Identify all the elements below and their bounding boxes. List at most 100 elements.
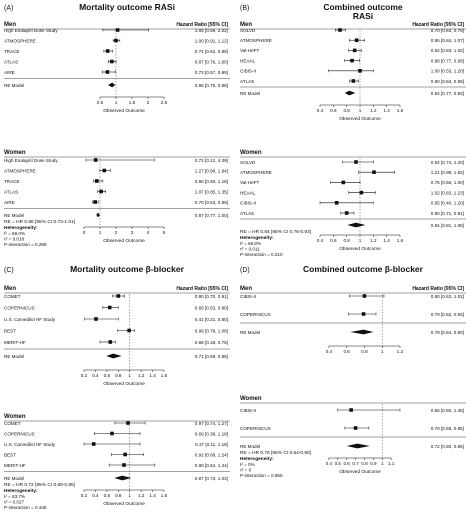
x-tick-label: 1 (381, 349, 384, 354)
hr-ci-label: 1.07 [0.85, 1.35] (195, 189, 228, 194)
study-label: COPERNICUS (240, 312, 271, 317)
hr-ci-label: 0.70 [0.53, 0.89] (195, 200, 228, 205)
study-label: MERIT-HF (4, 340, 26, 345)
hr-point (338, 28, 342, 32)
hr-point (105, 49, 110, 53)
hr-point (353, 426, 358, 430)
x-tick-label: 0.5 (335, 461, 342, 466)
hr-ci-label: 0.92 [0.68, 1.24] (195, 452, 228, 457)
hr-ci-label: 1.02 [0.83, 1.23] (431, 190, 464, 195)
pooled-diamond (344, 90, 356, 96)
study-label: BEST (4, 452, 16, 457)
x-tick-label: 1.6 (397, 238, 404, 243)
heterogeneity-stat: τ² = 0.018 (4, 237, 25, 242)
study-label: COPERNICUS (4, 431, 35, 436)
hr-point (361, 312, 366, 316)
panel-tag: (B) (240, 5, 249, 12)
hr-column-header: Hazard Ratio [95% CI] (176, 22, 228, 28)
pooled-label: RE Model (240, 330, 260, 335)
pooled-diamond (347, 222, 366, 228)
group-label: Women (4, 414, 26, 420)
x-tick-label: 4 (147, 230, 150, 235)
pooled-diamond (96, 212, 100, 218)
pooled-hr-label: 0.79 [0.64, 0.90] (431, 330, 464, 335)
x-tick-label: 0.6 (343, 461, 350, 466)
hr-point (99, 189, 103, 194)
study-label: CIBIS-II (240, 408, 256, 413)
x-tick-label: 2 (115, 230, 118, 235)
heterogeneity-heading: Heterogeneity: (240, 235, 274, 241)
study-label: SOLVD (240, 160, 256, 165)
x-tick-label: 1.2 (370, 238, 377, 243)
x-axis-label: Observed Outcome (339, 246, 381, 252)
group-label: Women (240, 396, 262, 402)
x-tick-label: 1.4 (149, 373, 156, 378)
hr-ci-label: 0.80 [0.63, 1.02] (431, 294, 464, 299)
x-tick-label: 2 (147, 100, 150, 105)
hr-point (341, 180, 346, 185)
x-tick-label: 1.6 (161, 493, 168, 498)
x-tick-label: 1.2 (138, 373, 145, 378)
x-tick-label: 1.2 (138, 493, 145, 498)
study-label: COPERNICUS (240, 426, 271, 431)
x-tick-label: 1 (128, 373, 131, 378)
panel-title: Mortality outcome β-blocker (70, 264, 185, 274)
hr-column-header: Hazard Ratio [95% CI] (412, 22, 464, 28)
study-label: Val-HeFT (240, 48, 260, 53)
hr-point (123, 452, 127, 457)
hr-ci-label: 0.80 [0.60, 1.18] (195, 179, 228, 184)
x-tick-label: 1.4 (383, 108, 390, 113)
x-tick-label: 0.5 (97, 100, 104, 105)
pooled-hr-label: 0.88 [0.75, 0.98] (195, 83, 228, 88)
pooled-diamond (114, 475, 132, 481)
heterogeneity-stat: I² = 63.7% (4, 494, 25, 499)
x-tick-label: 0.4 (326, 461, 333, 466)
re-summary-line: RE = HR 0.72 [95% CI 0.60-0.85] (4, 482, 75, 488)
hr-point (116, 294, 121, 298)
hr-point (359, 190, 364, 195)
x-tick-label: 0.8 (115, 493, 122, 498)
x-tick-label: 2.5 (161, 100, 168, 105)
heterogeneity-stat: τ² = 0.011 (240, 247, 260, 252)
panel-title: Combined outcome (323, 2, 403, 12)
hr-point (351, 79, 356, 83)
hr-point (93, 158, 98, 162)
hr-ci-label: 0.90 [0.64, 1.44] (195, 463, 228, 468)
heterogeneity-stat: I² = 0% (240, 462, 255, 467)
hr-point (107, 305, 112, 310)
hr-ci-label: 0.74 [0.62, 0.89] (195, 49, 228, 54)
x-tick-label: 0.4 (326, 349, 333, 354)
x-tick-label: 1.6 (397, 108, 404, 113)
study-label: CIBIS-II (240, 201, 256, 206)
group-label: Women (4, 150, 26, 156)
study-label: TRACE (4, 49, 20, 54)
hr-ci-label: 1.05 [0.59, 2.02] (195, 28, 228, 33)
hr-point (94, 317, 98, 321)
x-tick-label: 0.4 (92, 493, 99, 498)
hr-point (126, 421, 130, 425)
study-label: ATMOSPHERE (240, 38, 272, 43)
hr-ci-label: 0.92 [0.83, 1.02] (431, 48, 464, 53)
x-tick-label: 1 (381, 461, 384, 466)
study-label: ATLAS (4, 189, 18, 194)
x-tick-label: 1.4 (149, 493, 156, 498)
study-label: Val-HeFT (240, 180, 260, 185)
study-label: High Enalapril Dose Study (4, 158, 58, 163)
hr-ci-label: 0.87 [0.76, 1.00] (195, 59, 228, 64)
x-tick-label: 1.2 (370, 108, 377, 113)
study-label: CIBIS-II (240, 69, 256, 74)
re-summary-line: RE = HR 0.84 [95% CI 0.76-0.93] (240, 229, 311, 235)
re-summary-line: RE = HR 0.86 [95% CI 0.73-1.01] (4, 219, 75, 225)
study-label: MERIT-HF (4, 463, 26, 468)
hr-ci-label: 0.73 [0.57, 0.99] (195, 70, 228, 75)
x-axis-label: Observed Outcome (103, 501, 145, 507)
x-tick-label: 0.9 (370, 461, 377, 466)
x-tick-label: 0.6 (104, 493, 111, 498)
x-tick-label: 0.6 (330, 108, 337, 113)
x-tick-label: 0.4 (317, 108, 324, 113)
x-tick-label: 0 (83, 230, 86, 235)
hr-point (354, 38, 359, 42)
hr-ci-label: 0.97 [0.74, 1.27] (195, 421, 228, 426)
hr-ci-label: 1.21 [0.98, 1.52] (431, 170, 464, 175)
study-label: AIRE (4, 70, 15, 75)
